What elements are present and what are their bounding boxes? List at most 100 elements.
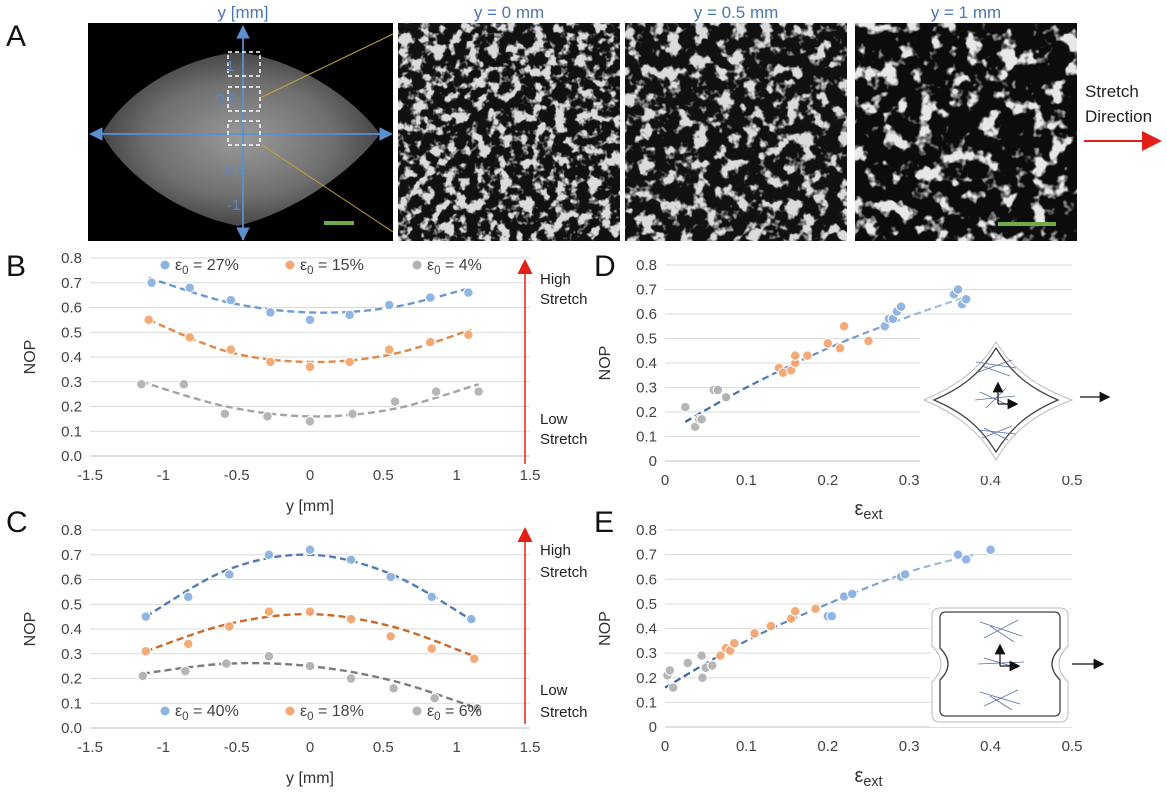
x-tick-label: 0.4 <box>980 738 1001 755</box>
y-tick-label: 0.1 <box>636 694 657 711</box>
data-point <box>225 294 237 306</box>
x-tick-label: -0.5 <box>224 739 250 756</box>
overview-tick: 0.5 <box>216 91 237 108</box>
legend-label: ε0 = 6% <box>427 703 482 723</box>
zoom-image-0.5mm <box>625 23 847 241</box>
data-point <box>706 660 718 671</box>
data-point <box>383 299 395 311</box>
panel-label-a: A <box>6 20 26 53</box>
y-tick-label: 0.7 <box>61 547 82 564</box>
data-point <box>679 401 691 413</box>
y-tick-label: 0 <box>649 719 657 736</box>
x-tick-label: 0 <box>306 739 314 756</box>
data-point <box>179 665 191 677</box>
data-point <box>265 356 276 368</box>
fiber-strokes <box>977 619 1025 711</box>
data-point <box>135 378 147 390</box>
x-tick-label: -1 <box>157 739 170 756</box>
x-tick-label: 0 <box>661 738 669 755</box>
data-point <box>140 645 152 657</box>
fit-curve <box>140 380 480 418</box>
data-point <box>304 544 316 556</box>
data-point <box>263 606 275 618</box>
data-point <box>429 692 441 704</box>
data-point <box>184 331 196 343</box>
fit-curve <box>148 318 472 364</box>
y-tick-label: 0.3 <box>636 645 657 662</box>
x-tick-label: 0.3 <box>899 738 920 755</box>
legend-marker <box>284 259 296 271</box>
data-point <box>952 284 964 295</box>
y-tick-label: 0.8 <box>61 522 82 539</box>
data-point <box>810 603 821 615</box>
data-point <box>389 396 401 407</box>
legend-marker <box>411 259 423 271</box>
data-point <box>137 670 149 682</box>
high-stretch-label: High <box>540 542 571 559</box>
overview-tick: -0.5 <box>220 163 246 180</box>
legend-label: ε0 = 40% <box>175 703 239 723</box>
y-tick-label: 0.7 <box>636 547 657 564</box>
low-stretch-label: Low <box>540 411 568 428</box>
zoom-title-1mm: y = 1 mm <box>931 3 1001 22</box>
data-point <box>960 554 972 565</box>
y-tick-label: 0.3 <box>636 380 657 397</box>
data-point <box>834 342 846 354</box>
stretch-direction-label-2: Direction <box>1085 107 1152 126</box>
zoom-line-top <box>261 33 394 98</box>
y-tick-label: 0.3 <box>61 646 82 663</box>
x-tick-label: 0.3 <box>899 472 920 489</box>
x-tick-label: 0.1 <box>736 472 757 489</box>
data-point <box>789 350 801 362</box>
data-point <box>952 549 964 560</box>
data-point <box>345 673 357 684</box>
x-tick-label: 0.5 <box>1062 472 1083 489</box>
x-tick-label: -0.5 <box>224 467 250 484</box>
x-tick-label: 0.2 <box>817 738 838 755</box>
data-point <box>265 307 276 318</box>
x-tick-label: 1 <box>452 739 460 756</box>
data-point <box>219 408 231 420</box>
data-point <box>383 344 395 355</box>
data-point <box>985 544 996 556</box>
zoom-image-1mm <box>855 23 1077 241</box>
data-point <box>712 384 724 396</box>
data-point <box>304 361 316 373</box>
fit-curve <box>148 276 472 314</box>
data-point <box>182 638 194 650</box>
data-point <box>765 620 777 632</box>
roi-box-1mm <box>227 51 261 77</box>
data-point <box>347 408 358 420</box>
data-point <box>221 658 232 670</box>
data-point <box>430 386 442 398</box>
data-point <box>697 672 708 684</box>
data-point <box>838 320 850 332</box>
legend-label: ε0 = 4% <box>427 257 482 277</box>
legend-label: ε0 = 15% <box>300 257 364 277</box>
legend-label: ε0 = 27% <box>175 257 239 277</box>
y-tick-label: 0.4 <box>636 355 657 372</box>
x-tick-label: 0.4 <box>980 472 1001 489</box>
y-tick-label: 0.2 <box>636 670 657 687</box>
y-axis-title: NOP <box>22 612 39 647</box>
data-point <box>263 549 275 561</box>
x-tick-label: 0 <box>661 472 669 489</box>
low-stretch-label: Stretch <box>540 704 588 721</box>
legend-marker <box>411 705 423 717</box>
x-tick-label: 0.5 <box>373 739 394 756</box>
data-point <box>184 282 196 294</box>
data-point <box>895 301 907 313</box>
y-tick-label: 0.4 <box>61 349 82 366</box>
panel-label-c: C <box>6 506 28 539</box>
data-point <box>345 554 357 566</box>
low-stretch-label: Low <box>540 682 568 699</box>
y-tick-label: 0.0 <box>61 448 82 465</box>
data-point <box>262 411 273 422</box>
data-point <box>802 350 813 362</box>
tissue-shape <box>102 52 380 226</box>
y-tick-label: 0.6 <box>61 572 82 589</box>
panel-label-d: D <box>594 250 616 283</box>
y-tick-label: 0.7 <box>636 282 657 299</box>
y-tick-label: 0.5 <box>61 596 82 613</box>
